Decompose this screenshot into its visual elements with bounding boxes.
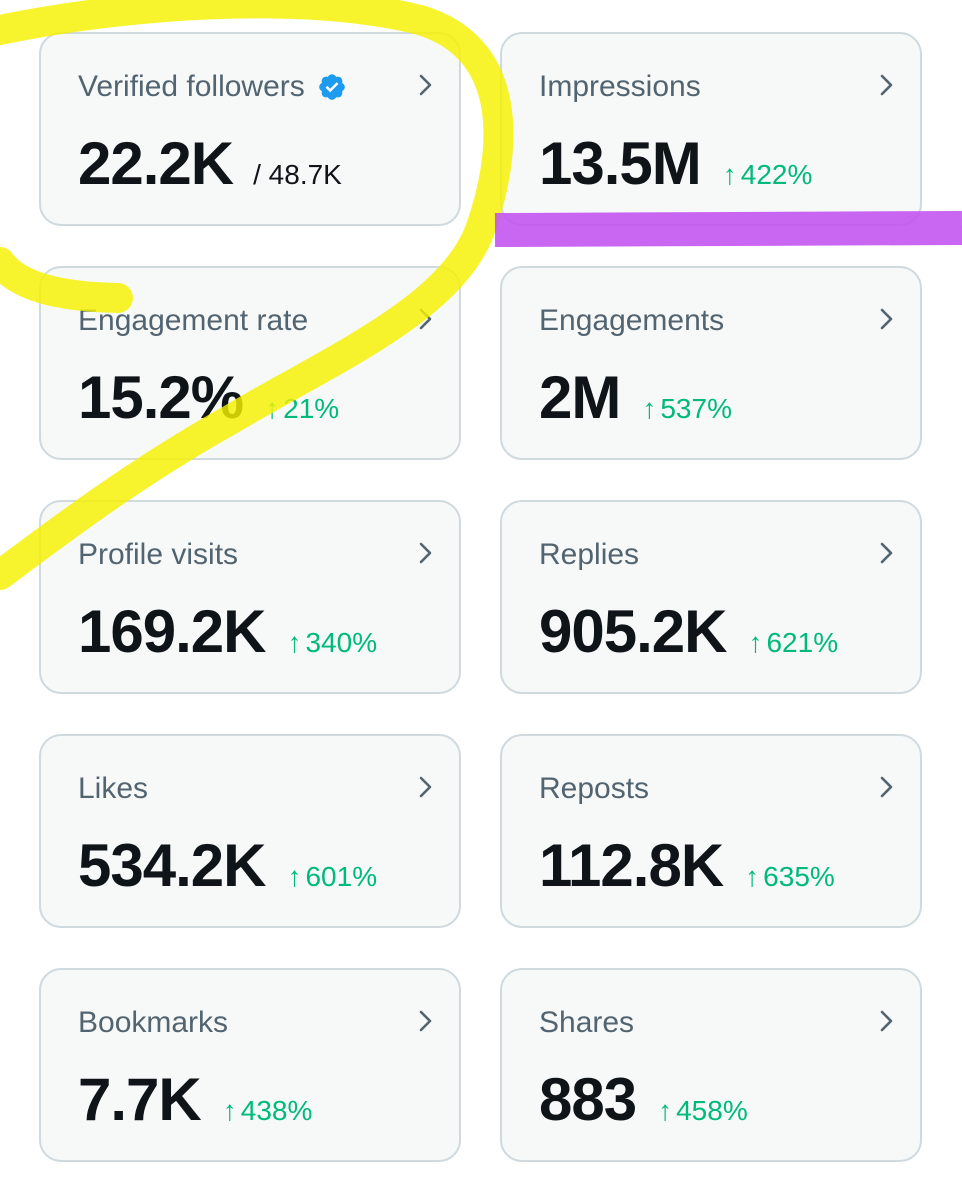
- up-arrow-icon: ↑: [748, 627, 763, 658]
- change-value: 21%: [283, 393, 340, 424]
- card-label: Profile visits: [78, 538, 239, 571]
- up-arrow-icon: ↑: [222, 1095, 237, 1126]
- shares-card[interactable]: Shares 883 ↑ 458%: [500, 968, 922, 1162]
- card-value: 7.7K: [78, 1066, 202, 1133]
- change-indicator: ↑ 21%: [265, 393, 339, 425]
- chevron-right-icon: [880, 542, 893, 564]
- card-label: Replies: [539, 538, 640, 571]
- chevron-right-icon: [880, 74, 893, 96]
- card-value: 112.8K: [539, 832, 724, 899]
- chevron-right-icon: [419, 74, 432, 96]
- card-value: 15.2%: [78, 364, 244, 431]
- up-arrow-icon: ↑: [287, 861, 302, 892]
- card-label: Likes: [78, 772, 149, 805]
- change-indicator: ↑ 422%: [723, 159, 813, 191]
- engagement-rate-card[interactable]: Engagement rate 15.2% ↑ 21%: [39, 266, 461, 460]
- change-indicator: ↑ 621%: [748, 627, 838, 659]
- card-label: Impressions: [539, 70, 701, 103]
- change-value: 601%: [305, 861, 378, 892]
- up-arrow-icon: ↑: [265, 393, 280, 424]
- replies-card[interactable]: Replies 905.2K ↑ 621%: [500, 500, 922, 694]
- change-value: 537%: [660, 393, 732, 424]
- chevron-right-icon: [419, 776, 432, 798]
- card-label: Reposts: [539, 772, 650, 805]
- change-indicator: ↑ 537%: [642, 393, 732, 425]
- card-value: 13.5M: [539, 130, 702, 197]
- chevron-right-icon: [880, 308, 893, 330]
- change-indicator: ↑ 438%: [223, 1095, 313, 1127]
- change-indicator: ↑ 458%: [658, 1095, 748, 1127]
- chevron-right-icon: [880, 1010, 893, 1032]
- chevron-right-icon: [419, 308, 432, 330]
- verified-followers-card[interactable]: Verified followers 22.2K / 48.7K: [39, 32, 461, 226]
- chevron-right-icon: [419, 1010, 432, 1032]
- profile-visits-card[interactable]: Profile visits 169.2K ↑ 340%: [39, 500, 461, 694]
- card-value: 534.2K: [78, 832, 266, 899]
- up-arrow-icon: ↑: [287, 627, 302, 658]
- card-label: Engagements: [539, 304, 725, 337]
- card-label: Engagement rate: [78, 304, 309, 337]
- card-value: 169.2K: [78, 598, 266, 665]
- chevron-right-icon: [880, 776, 893, 798]
- card-value: 883: [539, 1066, 637, 1133]
- card-value: 2M: [539, 364, 621, 431]
- change-value: 340%: [305, 627, 378, 658]
- card-value: 22.2K: [78, 130, 234, 197]
- change-value: 458%: [676, 1095, 748, 1126]
- likes-card[interactable]: Likes 534.2K ↑ 601%: [39, 734, 461, 928]
- card-total: / 48.7K: [253, 159, 342, 190]
- card-label: Verified followers: [78, 70, 305, 103]
- up-arrow-icon: ↑: [642, 393, 657, 424]
- change-value: 422%: [740, 159, 813, 190]
- change-value: 635%: [763, 861, 835, 892]
- purple-highlighter-stroke: [494, 211, 962, 247]
- change-indicator: ↑ 601%: [287, 861, 377, 893]
- verified-badge-icon: [318, 74, 345, 100]
- up-arrow-icon: ↑: [722, 159, 737, 190]
- card-value: 905.2K: [539, 598, 727, 665]
- up-arrow-icon: ↑: [658, 1095, 673, 1126]
- change-value: 438%: [240, 1095, 313, 1126]
- card-label: Bookmarks: [78, 1006, 229, 1039]
- change-indicator: ↑ 635%: [745, 861, 835, 893]
- engagements-card[interactable]: Engagements 2M ↑ 537%: [500, 266, 922, 460]
- up-arrow-icon: ↑: [745, 861, 760, 892]
- card-label: Shares: [539, 1006, 635, 1039]
- change-indicator: ↑ 340%: [287, 627, 377, 659]
- change-value: 621%: [766, 627, 839, 658]
- chevron-right-icon: [419, 542, 432, 564]
- reposts-card[interactable]: Reposts 112.8K ↑ 635%: [500, 734, 922, 928]
- bookmarks-card[interactable]: Bookmarks 7.7K ↑ 438%: [39, 968, 461, 1162]
- impressions-card[interactable]: Impressions 13.5M ↑ 422%: [500, 32, 922, 226]
